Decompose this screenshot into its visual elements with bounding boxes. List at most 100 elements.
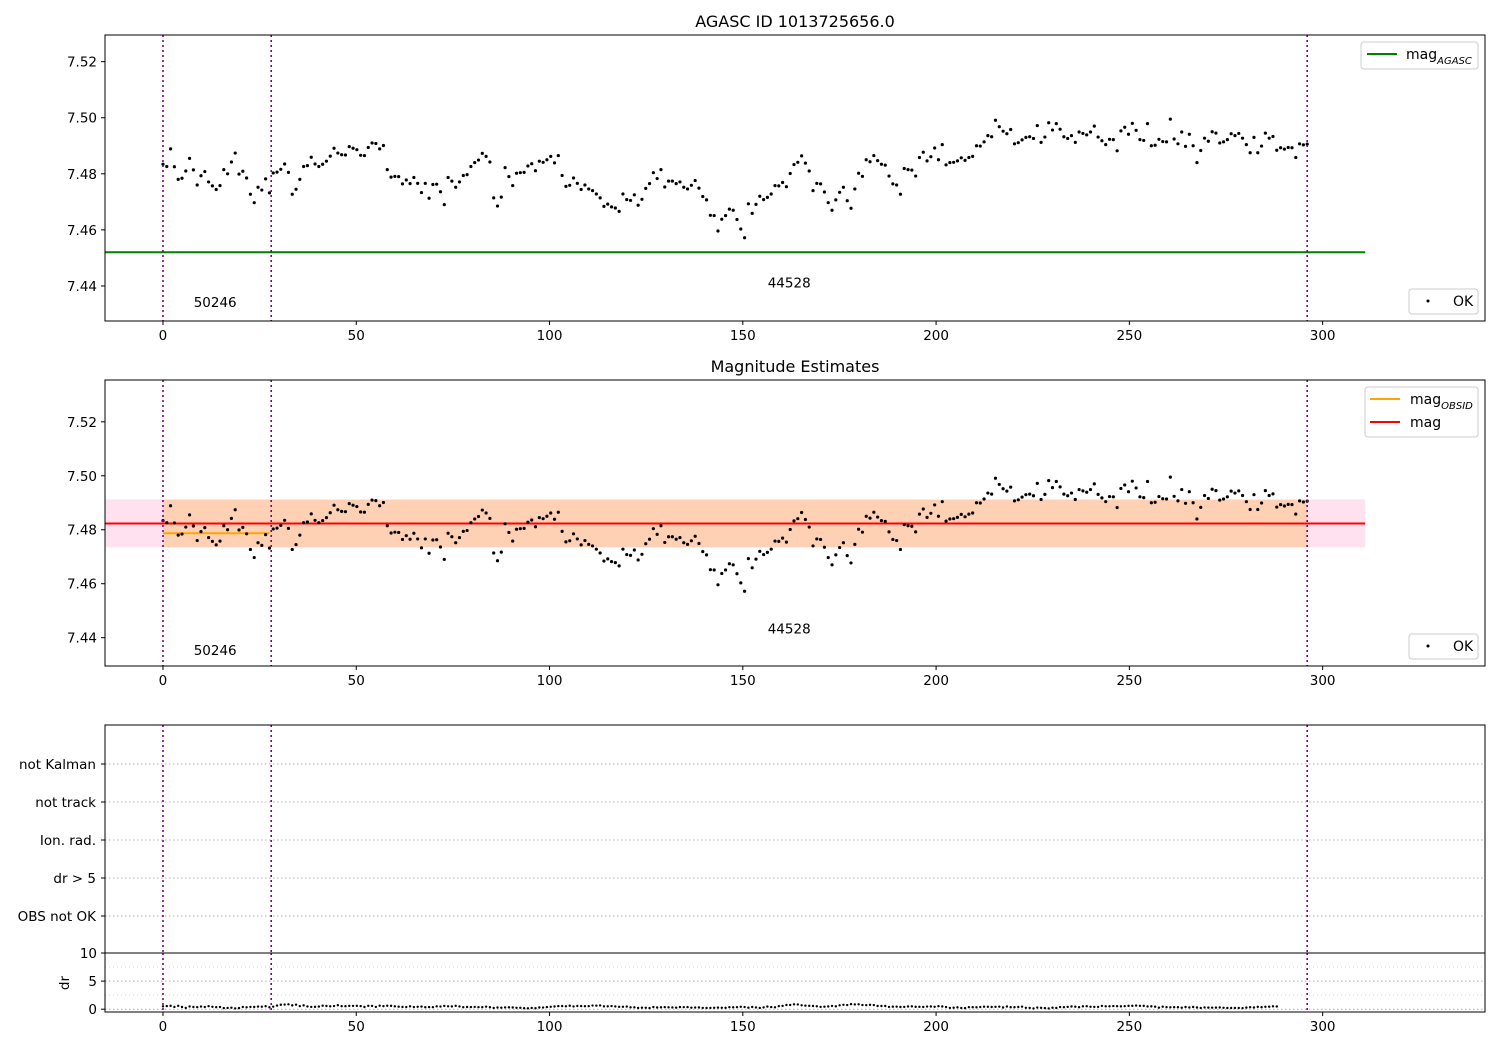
data-point (287, 1003, 290, 1006)
data-point (720, 571, 724, 576)
data-point (750, 1005, 754, 1009)
data-point (267, 546, 272, 550)
data-point (419, 546, 424, 550)
data-point (366, 502, 370, 506)
data-point (853, 1003, 857, 1006)
data-point (423, 181, 427, 185)
data-point (503, 1006, 507, 1009)
data-point (1168, 117, 1172, 121)
data-point (895, 538, 899, 543)
data-point (674, 1006, 678, 1009)
data-point (572, 1005, 575, 1008)
flag-label: Ion. rad. (40, 833, 96, 849)
data-point (408, 182, 412, 186)
data-point (979, 1005, 982, 1009)
data-point (823, 1005, 826, 1008)
data-point (245, 532, 249, 536)
data-point (860, 174, 865, 178)
data-point (214, 543, 218, 547)
data-point (184, 525, 188, 529)
data-point (1157, 1006, 1161, 1009)
data-point (933, 146, 937, 150)
data-point (495, 204, 500, 208)
data-point (1031, 494, 1036, 498)
panel-dr: 0 5 10 0 50 100 150 200 250 300 dr (57, 946, 1486, 1035)
data-point (712, 213, 716, 218)
data-point (313, 518, 317, 522)
data-point (822, 545, 827, 549)
data-point (332, 146, 336, 150)
data-point (788, 527, 792, 532)
data-point (891, 182, 895, 186)
data-point (1176, 142, 1180, 146)
data-point (1123, 125, 1127, 129)
data-point (609, 205, 614, 209)
data-point (674, 182, 678, 186)
data-point (720, 217, 724, 221)
data-point (226, 1006, 229, 1010)
data-point (1085, 1005, 1088, 1008)
data-point (583, 538, 587, 543)
data-point (655, 176, 659, 181)
x-tick-label: 100 (537, 1019, 563, 1035)
data-point (514, 527, 519, 531)
data-point (260, 1005, 264, 1008)
data-point (575, 181, 579, 185)
data-point (366, 145, 370, 150)
data-point (994, 1005, 997, 1009)
data-point (1047, 121, 1051, 125)
data-point (644, 186, 648, 190)
data-point (1267, 493, 1271, 498)
data-point (1210, 487, 1214, 491)
y-tick-label: 7.52 (67, 55, 97, 71)
data-point (914, 174, 918, 178)
data-point (283, 518, 287, 522)
data-point (1013, 1006, 1016, 1009)
data-point (264, 533, 268, 537)
data-point (298, 1004, 302, 1008)
data-point (1165, 1005, 1168, 1009)
data-point (1218, 141, 1222, 145)
data-point (621, 547, 625, 551)
data-point (571, 176, 576, 180)
data-point (344, 1005, 347, 1008)
data-point (359, 510, 363, 514)
data-point (647, 182, 652, 186)
p1-legend: magAGASC (1360, 41, 1479, 70)
data-point (887, 174, 891, 178)
data-point (454, 185, 458, 189)
data-point (731, 208, 735, 212)
data-point (609, 559, 614, 564)
data-point (1062, 1006, 1066, 1009)
data-point (952, 517, 956, 521)
data-point (226, 528, 230, 532)
data-point (697, 1006, 701, 1009)
data-point (990, 1005, 993, 1009)
data-point (1111, 495, 1115, 499)
data-point (1077, 1006, 1081, 1009)
data-point (1263, 131, 1267, 135)
data-point (203, 525, 207, 530)
data-point (841, 185, 846, 189)
data-point (898, 547, 903, 552)
data-point (1240, 493, 1245, 498)
data-point (484, 511, 488, 515)
data-point (222, 1006, 225, 1010)
data-point (750, 566, 754, 570)
data-point (750, 211, 754, 215)
data-point (1153, 143, 1157, 147)
data-point (427, 196, 431, 200)
data-point (789, 1003, 792, 1007)
data-point (564, 540, 568, 544)
data-point (1176, 499, 1180, 503)
data-point (666, 535, 671, 539)
data-point (1203, 1006, 1206, 1009)
data-point (306, 1005, 309, 1008)
data-point (1058, 127, 1062, 131)
data-point (864, 514, 868, 518)
data-point (777, 539, 781, 543)
data-point (754, 557, 758, 561)
data-point (982, 497, 986, 501)
data-point (1164, 140, 1169, 144)
data-point (283, 1003, 286, 1006)
